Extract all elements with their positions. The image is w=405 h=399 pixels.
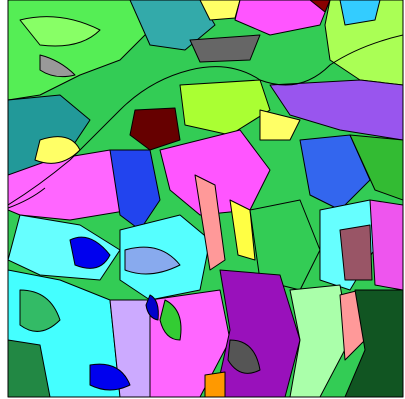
map-regions xyxy=(8,0,403,397)
region xyxy=(19,289,61,332)
river-edge xyxy=(8,187,46,209)
region xyxy=(189,34,261,63)
region xyxy=(129,107,181,151)
region xyxy=(129,0,216,51)
region xyxy=(194,174,226,271)
region xyxy=(204,371,226,397)
region xyxy=(339,224,373,281)
region xyxy=(259,109,301,141)
river xyxy=(8,34,403,206)
region xyxy=(309,0,331,13)
region xyxy=(234,0,331,36)
region xyxy=(89,363,131,391)
region xyxy=(145,294,159,321)
region xyxy=(369,199,403,291)
region xyxy=(19,16,101,47)
map-frame xyxy=(7,0,404,398)
region xyxy=(229,199,256,261)
region xyxy=(249,199,321,291)
region xyxy=(349,134,403,201)
region xyxy=(124,246,181,275)
region xyxy=(8,339,51,397)
region xyxy=(39,54,76,78)
region xyxy=(109,149,161,231)
region xyxy=(69,236,111,269)
region xyxy=(289,284,351,397)
region xyxy=(299,134,371,211)
region xyxy=(269,79,403,141)
region xyxy=(227,339,261,374)
region xyxy=(344,289,403,397)
region xyxy=(159,299,182,341)
region xyxy=(339,0,381,26)
region xyxy=(179,79,271,136)
